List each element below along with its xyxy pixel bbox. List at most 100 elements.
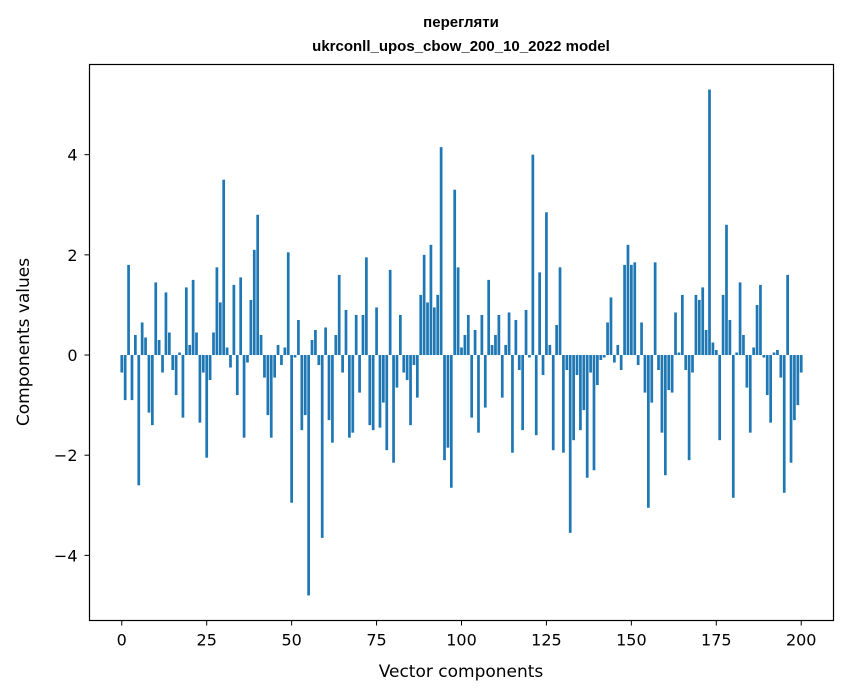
bar (460, 347, 463, 356)
bar (201, 355, 205, 373)
bar (327, 355, 331, 421)
bar (171, 355, 175, 371)
bar (728, 319, 732, 356)
bar (470, 355, 474, 418)
bar (748, 355, 752, 433)
bar (528, 355, 531, 358)
bar (796, 355, 800, 406)
bar (371, 355, 375, 431)
bar (755, 304, 759, 356)
bar (772, 352, 776, 356)
bar (181, 355, 185, 418)
bar (422, 254, 426, 356)
bar (269, 355, 273, 438)
bar (711, 342, 715, 356)
bar (667, 355, 671, 391)
bar (293, 355, 297, 358)
bar (392, 355, 395, 463)
bar (188, 345, 192, 356)
bar (222, 179, 226, 356)
bar (521, 355, 525, 431)
bar (320, 355, 324, 538)
bar (480, 314, 484, 356)
bar (691, 355, 694, 373)
x-tick-label: 175 (701, 631, 732, 650)
bar (307, 355, 310, 596)
bar (657, 355, 660, 371)
bar (735, 352, 739, 356)
bar (483, 355, 487, 408)
bar (178, 352, 181, 356)
bar (789, 355, 793, 463)
bar (297, 319, 300, 356)
bar (259, 334, 263, 356)
bar (633, 262, 637, 356)
bar (507, 312, 511, 356)
bar (453, 189, 457, 356)
bar (354, 314, 358, 356)
bar (195, 332, 198, 356)
bar (477, 355, 480, 433)
bar (514, 319, 518, 356)
bar (324, 327, 327, 356)
bar (616, 345, 620, 356)
bar (555, 324, 558, 356)
bar (157, 340, 161, 356)
bar (154, 282, 158, 356)
bar (643, 355, 647, 393)
bar (249, 299, 253, 356)
bar (636, 355, 640, 366)
bar (144, 337, 147, 356)
bar (314, 329, 317, 356)
bar (596, 355, 599, 386)
bar (334, 334, 338, 356)
bar (714, 350, 718, 356)
bar (494, 334, 497, 356)
bar (348, 355, 351, 438)
bar (630, 264, 633, 356)
bar (310, 340, 314, 356)
bar (579, 355, 582, 431)
bar (759, 284, 762, 356)
x-axis: 0 25 50 75 100 125 150 175 200 (117, 620, 817, 650)
bar (487, 279, 491, 356)
y-axis: −4 −2 0 2 4 (54, 146, 90, 565)
bar (687, 355, 691, 461)
bar (565, 355, 569, 371)
bar (799, 355, 803, 373)
bar (511, 355, 514, 453)
bar (361, 314, 365, 356)
bar (623, 264, 626, 356)
bar (290, 355, 293, 503)
bar (256, 214, 260, 356)
bar (504, 345, 508, 356)
bar (694, 294, 698, 356)
bar (541, 355, 545, 376)
bar (517, 355, 521, 371)
bar (229, 355, 232, 368)
y-tick-label: 2 (67, 246, 77, 265)
y-tick-label: 4 (67, 146, 77, 165)
bar (419, 294, 423, 356)
bar (725, 224, 728, 356)
bar (793, 355, 796, 421)
bar (395, 355, 399, 388)
bar (738, 282, 742, 356)
bar (446, 355, 450, 448)
bar (246, 355, 249, 363)
x-tick-label: 75 (366, 631, 386, 650)
bar (531, 154, 535, 356)
bar (619, 355, 623, 371)
bar (626, 244, 630, 356)
bar (490, 345, 494, 356)
bar (545, 212, 548, 356)
x-tick-label: 25 (197, 631, 217, 650)
x-tick-label: 50 (281, 631, 301, 650)
bar (205, 355, 209, 458)
x-tick-label: 200 (786, 631, 817, 650)
bar (432, 307, 436, 356)
bar (415, 355, 419, 398)
bar (388, 269, 392, 356)
bar (239, 277, 243, 356)
